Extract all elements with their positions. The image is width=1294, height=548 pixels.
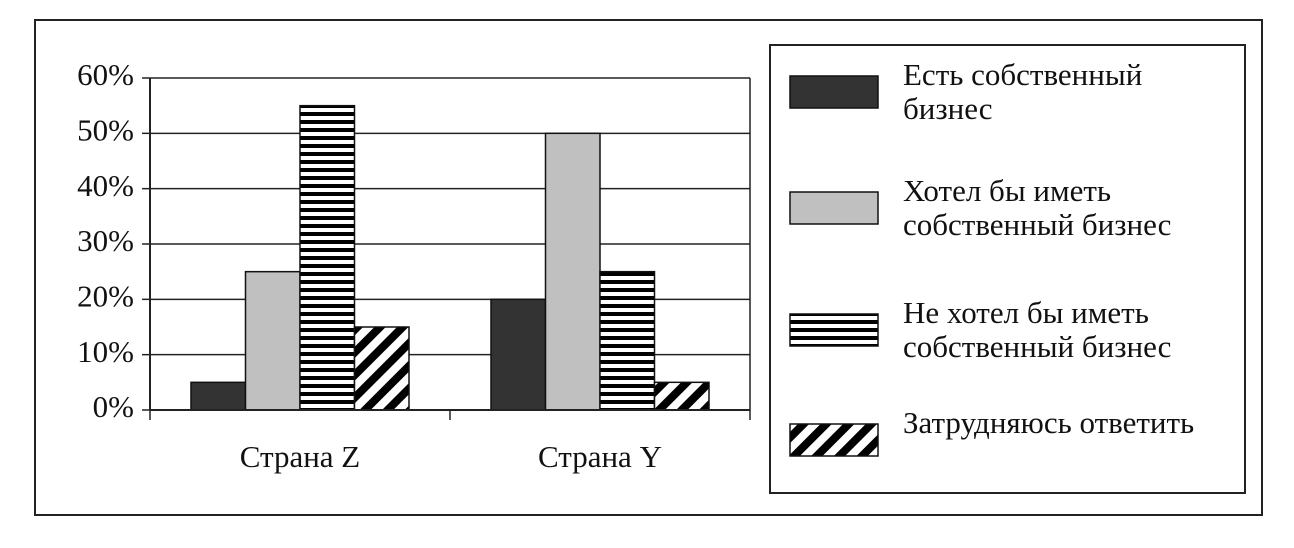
legend-label: Не хотел бы иметь собственный бизнес [903, 295, 1172, 364]
y-tick-label: 30% [77, 223, 134, 258]
bar [653, 381, 710, 411]
legend-label: Хотел бы иметь собственный бизнес [903, 173, 1172, 242]
legend-swatch [789, 75, 879, 109]
y-tick-label: 10% [77, 334, 134, 369]
y-tick-label: 50% [77, 112, 134, 147]
y-tick-label: 20% [77, 278, 134, 313]
legend-swatch [789, 423, 879, 457]
y-tick-label: 60% [77, 57, 134, 92]
y-tick-label: 0% [93, 389, 134, 424]
legend-swatch [789, 313, 879, 347]
legend-box [769, 44, 1246, 494]
bar [190, 381, 247, 411]
bar [353, 326, 410, 411]
legend-label: Есть собственный бизнес [903, 57, 1143, 126]
bar [599, 270, 656, 411]
x-tick-label: Страна Z [240, 439, 361, 474]
bar [490, 298, 547, 411]
y-tick-label: 40% [77, 168, 134, 203]
x-tick-label: Страна Y [538, 439, 662, 474]
legend-swatch [789, 191, 879, 225]
bar [299, 104, 356, 411]
bar [544, 132, 601, 411]
legend-label: Затрудняюсь ответить [903, 405, 1195, 440]
bar [244, 270, 301, 411]
frame [34, 19, 1263, 516]
